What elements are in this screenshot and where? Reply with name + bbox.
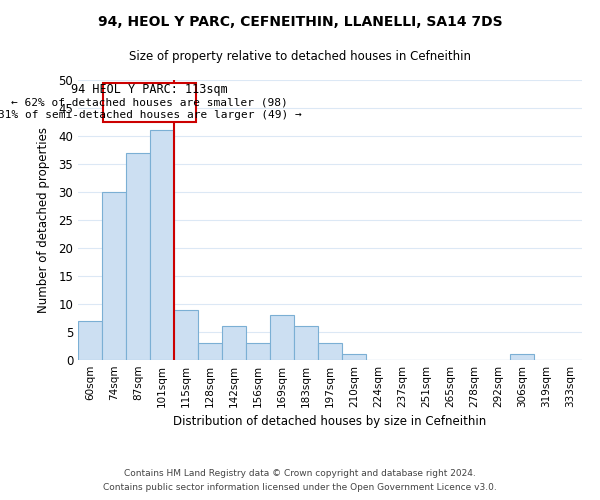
Bar (78, 321, 102, 360)
Bar (510, 354, 534, 360)
Text: 94 HEOL Y PARC: 113sqm: 94 HEOL Y PARC: 113sqm (71, 83, 228, 96)
X-axis label: Distribution of detached houses by size in Cefneithin: Distribution of detached houses by size … (173, 416, 487, 428)
FancyBboxPatch shape (103, 83, 196, 122)
Bar (246, 343, 270, 360)
Bar (150, 130, 174, 360)
Text: Contains HM Land Registry data © Crown copyright and database right 2024.: Contains HM Land Registry data © Crown c… (124, 468, 476, 477)
Bar (174, 310, 198, 360)
Text: ← 62% of detached houses are smaller (98): ← 62% of detached houses are smaller (98… (11, 98, 288, 108)
Bar (198, 343, 222, 360)
Text: Size of property relative to detached houses in Cefneithin: Size of property relative to detached ho… (129, 50, 471, 63)
Text: 94, HEOL Y PARC, CEFNEITHIN, LLANELLI, SA14 7DS: 94, HEOL Y PARC, CEFNEITHIN, LLANELLI, S… (98, 15, 502, 29)
Text: 31% of semi-detached houses are larger (49) →: 31% of semi-detached houses are larger (… (0, 110, 301, 120)
Bar (102, 192, 126, 360)
Bar (294, 326, 318, 360)
Bar (270, 315, 294, 360)
Bar (126, 153, 150, 360)
Y-axis label: Number of detached properties: Number of detached properties (37, 127, 50, 313)
Text: Contains public sector information licensed under the Open Government Licence v3: Contains public sector information licen… (103, 484, 497, 492)
Bar (318, 343, 342, 360)
Bar (342, 354, 366, 360)
Bar (222, 326, 246, 360)
